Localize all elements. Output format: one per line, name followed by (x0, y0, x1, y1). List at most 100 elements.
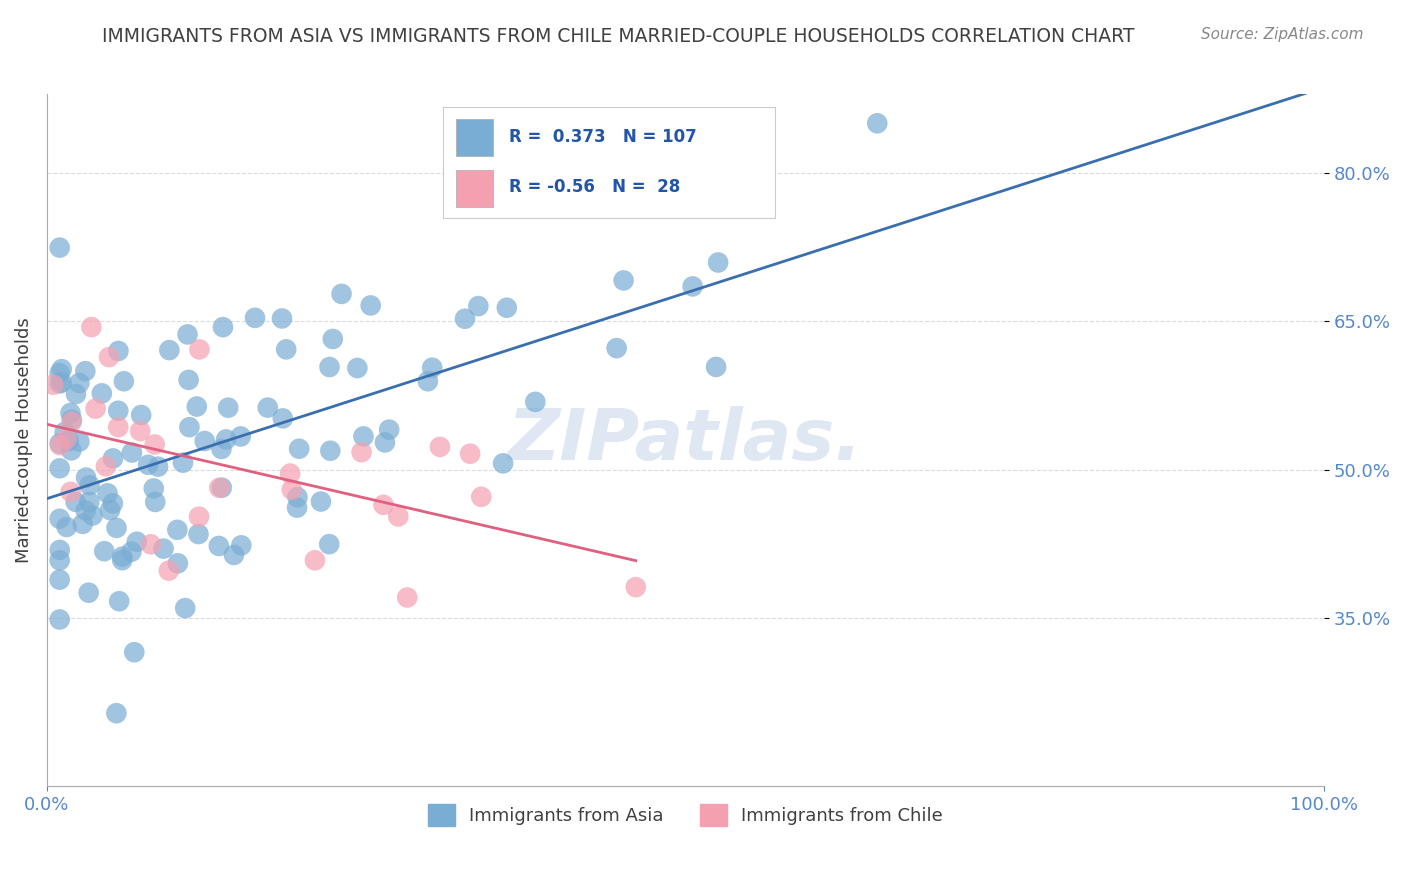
Point (492, 456, 515, 470)
Point (396, 591, 419, 605)
Point (101, 451, 124, 466)
Point (120, 545, 142, 559)
Point (704, 359, 727, 374)
Point (360, 298, 382, 312)
Point (179, 420, 201, 434)
Point (278, 467, 301, 481)
Point (271, 311, 294, 326)
Point (105, 706, 128, 721)
Point (152, 541, 174, 556)
Point (318, 537, 340, 551)
Point (271, 411, 294, 425)
Point (322, 332, 344, 346)
Point (188, 343, 211, 357)
Point (65, 495, 87, 509)
Point (215, 433, 238, 447)
Point (129, 424, 152, 438)
Point (143, 495, 166, 509)
Point (318, 359, 340, 374)
Point (458, 447, 481, 461)
Point (60, 415, 83, 429)
Point (60, 413, 83, 427)
Text: Source: ZipAtlas.com: Source: ZipAtlas.com (1201, 27, 1364, 42)
Point (48, 512, 70, 526)
Point (174, 601, 197, 615)
Point (49, 542, 72, 557)
Point (495, 301, 517, 315)
Point (75, 503, 97, 517)
Point (470, 490, 492, 504)
Point (866, 116, 889, 130)
Point (101, 496, 124, 510)
Point (55, 432, 77, 446)
Point (429, 440, 451, 454)
Point (346, 361, 368, 376)
Point (48, 436, 70, 450)
Point (157, 343, 180, 357)
Point (58, 434, 80, 448)
Point (624, 580, 647, 594)
Point (157, 564, 180, 578)
Point (79, 478, 101, 492)
Point (166, 557, 188, 571)
Point (108, 594, 131, 608)
Point (48, 461, 70, 475)
Point (172, 456, 194, 470)
Point (373, 498, 395, 512)
Point (125, 534, 148, 549)
Point (121, 445, 143, 459)
Text: IMMIGRANTS FROM ASIA VS IMMIGRANTS FROM CHILE MARRIED-COUPLE HOUSEHOLDS CORRELAT: IMMIGRANTS FROM ASIA VS IMMIGRANTS FROM … (103, 27, 1135, 45)
Point (350, 445, 373, 459)
Point (374, 435, 396, 450)
Point (143, 437, 166, 451)
Point (94, 459, 117, 474)
Point (53, 425, 76, 439)
Point (82, 508, 104, 523)
Point (353, 429, 375, 443)
Point (96, 486, 118, 500)
Point (48, 573, 70, 587)
Point (287, 490, 309, 504)
Point (98, 503, 121, 517)
Point (107, 420, 129, 434)
Point (574, 197, 596, 211)
Point (112, 374, 135, 388)
Point (309, 494, 332, 508)
Point (48, 376, 70, 391)
Point (288, 442, 311, 456)
Point (231, 538, 253, 552)
Point (42, 377, 65, 392)
Point (229, 429, 252, 443)
Point (256, 401, 278, 415)
Point (105, 521, 128, 535)
Point (124, 645, 146, 659)
Point (48, 613, 70, 627)
Point (212, 320, 235, 334)
Point (75, 470, 97, 484)
Point (188, 509, 211, 524)
Point (285, 500, 308, 515)
Point (90, 386, 112, 401)
Point (93, 544, 115, 558)
Point (209, 442, 232, 456)
Point (387, 509, 409, 524)
Point (75, 364, 97, 378)
Point (67, 376, 90, 390)
Point (111, 553, 134, 567)
Point (194, 434, 217, 448)
Y-axis label: Married-couple Households: Married-couple Households (15, 318, 32, 563)
Point (177, 373, 200, 387)
Point (60, 443, 83, 458)
Point (211, 481, 233, 495)
Point (524, 395, 547, 409)
Point (67, 434, 90, 449)
Point (176, 327, 198, 342)
Point (187, 527, 209, 541)
Point (48, 366, 70, 380)
Point (319, 443, 342, 458)
Point (51, 362, 73, 376)
Point (107, 343, 129, 358)
Text: ZIPatlas.: ZIPatlas. (508, 406, 863, 475)
Point (304, 553, 326, 567)
Point (84, 401, 107, 416)
